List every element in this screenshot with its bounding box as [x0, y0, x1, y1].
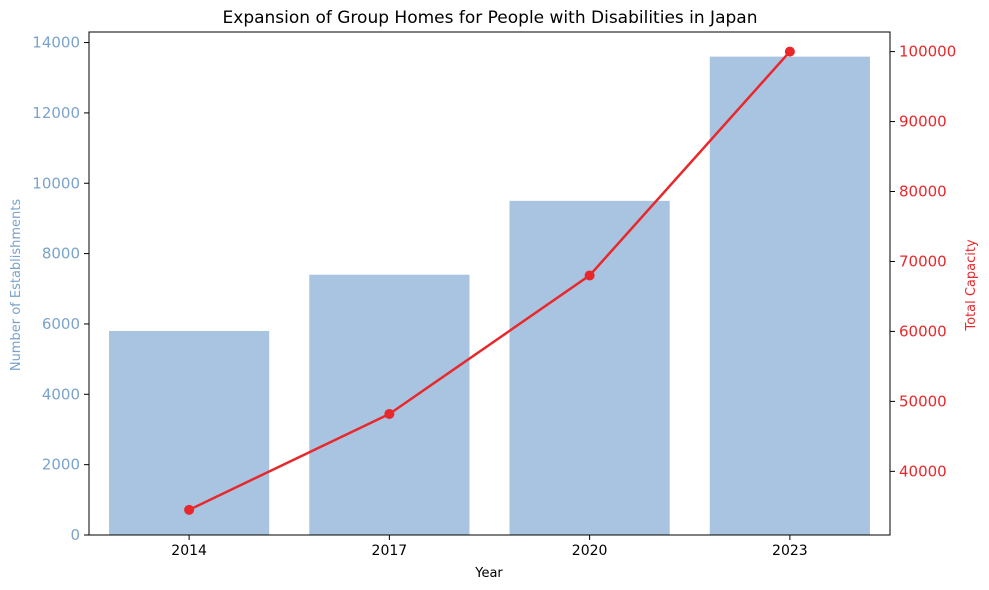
line-series: [184, 46, 795, 515]
right-tick-label: 80000: [899, 183, 947, 201]
x-tick-label: 2020: [572, 543, 608, 559]
right-tick-label: 70000: [899, 252, 947, 270]
right-tick-label: 100000: [899, 43, 956, 61]
bar-2023: [709, 56, 870, 536]
x-tick-label: 2023: [772, 543, 808, 559]
y-axis-label: Number of Establishments: [9, 199, 24, 372]
left-tick-label: 2000: [42, 456, 80, 474]
x-axis-label: Year: [474, 566, 503, 581]
left-tick-label: 14000: [32, 34, 80, 52]
left-tick-label: 12000: [32, 104, 80, 122]
left-tick-label: 4000: [42, 385, 80, 403]
capacity-point-2017: [384, 408, 395, 419]
bar-series: [109, 56, 870, 536]
capacity-point-2020: [584, 270, 595, 281]
right-axis: 40000 50000 60000 70000 80000 90000 100000: [890, 43, 956, 480]
right-tick-label: 60000: [899, 322, 947, 340]
right-tick-label: 50000: [899, 392, 947, 410]
x-tick-label: 2017: [372, 543, 408, 559]
capacity-point-2023: [784, 46, 795, 57]
right-tick-label: 90000: [899, 113, 947, 131]
capacity-line: [188, 50, 791, 511]
capacity-point-2014: [184, 504, 195, 515]
left-tick-label: 8000: [42, 245, 80, 263]
left-axis: 0 2000 4000 6000 8000 10000 12000 14000: [32, 34, 89, 544]
y2-axis-label: Total Capacity: [964, 239, 979, 332]
left-tick-label: 0: [70, 526, 80, 544]
plot-frame: [88, 31, 891, 536]
bar-2014: [109, 330, 270, 535]
left-tick-label: 10000: [32, 174, 80, 192]
right-tick-label: 40000: [899, 462, 947, 480]
bar-2020: [509, 200, 670, 535]
bar-2017: [309, 274, 470, 535]
left-tick-label: 6000: [42, 315, 80, 333]
x-axis: 2014 2017 2020 2023: [171, 535, 808, 559]
chart-title: Expansion of Group Homes for People with…: [223, 8, 758, 28]
x-tick-label: 2014: [171, 543, 207, 559]
